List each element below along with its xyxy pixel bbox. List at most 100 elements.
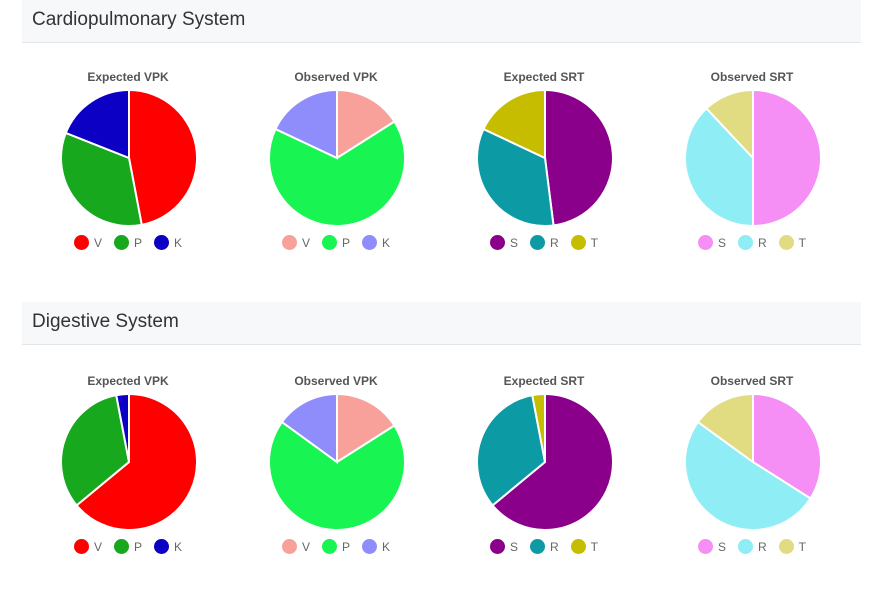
legend-item-r[interactable]: R — [738, 539, 767, 554]
legend-item-k[interactable]: K — [154, 235, 182, 250]
pie-slice-p[interactable] — [268, 120, 406, 227]
chart-observed-vpk: Observed VPK V P K — [232, 70, 440, 270]
pie-slice-r[interactable] — [476, 394, 547, 507]
legend-item-t[interactable]: T — [778, 235, 806, 250]
legend-swatch — [154, 539, 169, 554]
legend-item-s[interactable]: S — [697, 539, 726, 554]
pie-slice-r[interactable] — [684, 107, 754, 228]
legend-label: T — [590, 539, 599, 554]
pie-slice-r[interactable] — [683, 420, 812, 532]
legend-swatch — [489, 539, 505, 554]
legend-item-k[interactable]: K — [154, 539, 182, 554]
pie-slice-v[interactable] — [336, 392, 396, 464]
chart-title: Observed VPK — [294, 374, 378, 388]
legend-label: T — [798, 539, 807, 554]
legend-swatch — [738, 235, 753, 250]
chart-title: Expected VPK — [87, 374, 169, 388]
legend-item-p[interactable]: P — [321, 235, 350, 250]
legend-swatch — [570, 235, 586, 250]
legend-swatch — [697, 235, 713, 250]
section-title: Digestive System — [32, 311, 179, 332]
pie-slice-t[interactable] — [531, 392, 546, 463]
legend-label: T — [590, 235, 599, 250]
chart-observed-srt: Observed SRT S R T — [648, 70, 856, 270]
chart-expected-srt: Expected SRT S R T — [440, 374, 648, 574]
pie-slice-k[interactable] — [280, 392, 338, 464]
legend-swatch — [113, 539, 129, 554]
section-header: Cardiopulmonary System — [22, 0, 861, 43]
pie-slice-s[interactable] — [491, 392, 614, 531]
legend-item-k[interactable]: K — [362, 235, 390, 250]
legend-label: P — [341, 539, 350, 554]
legend-label: K — [174, 539, 183, 554]
legend-swatch — [321, 539, 337, 554]
pie-chart[interactable] — [267, 392, 407, 532]
pie-slice-s[interactable] — [544, 88, 614, 227]
pie-slice-s[interactable] — [752, 88, 822, 228]
legend-swatch — [73, 539, 89, 554]
chart-expected-srt: Expected SRT S R T — [440, 70, 648, 270]
legend-item-r[interactable]: R — [738, 235, 767, 250]
legend-label: V — [301, 539, 310, 554]
chart-title: Observed SRT — [710, 70, 794, 84]
chart-expected-vpk: Expected VPK V P K — [24, 70, 232, 270]
legend-item-s[interactable]: S — [697, 235, 726, 250]
legend-item-p[interactable]: P — [113, 235, 142, 250]
pie-slice-t[interactable] — [705, 88, 754, 161]
pie-slice-v[interactable] — [128, 88, 199, 226]
pie-slice-p[interactable] — [60, 131, 143, 228]
legend-item-t[interactable]: T — [570, 235, 599, 250]
pie-chart[interactable] — [475, 392, 615, 532]
legend-item-p[interactable]: P — [113, 539, 142, 554]
pie-slice-p[interactable] — [60, 394, 131, 507]
pie-slice-k[interactable] — [115, 392, 130, 463]
legend-item-v[interactable]: V — [73, 539, 102, 554]
legend-label: S — [509, 539, 518, 554]
chart-observed-srt: Observed SRT S R T — [648, 374, 856, 574]
pie-slice-t[interactable] — [696, 392, 754, 464]
chart-observed-vpk: Observed VPK V P K — [232, 374, 440, 574]
legend-label: V — [301, 235, 310, 250]
chart-expected-vpk: Expected VPK V P K — [24, 374, 232, 574]
chart-title: Expected SRT — [503, 374, 585, 388]
legend-item-t[interactable]: T — [570, 539, 599, 554]
legend-swatch — [738, 539, 753, 554]
legend-item-k[interactable]: K — [362, 539, 390, 554]
legend-swatch — [570, 539, 586, 554]
legend-item-r[interactable]: R — [530, 539, 559, 554]
legend-item-t[interactable]: T — [778, 539, 807, 554]
pie-chart[interactable] — [59, 392, 199, 532]
legend-label: P — [341, 235, 350, 250]
legend-label: R — [758, 539, 767, 554]
legend-item-s[interactable]: S — [489, 235, 518, 250]
legend-label: K — [382, 235, 391, 250]
legend-label: S — [717, 235, 726, 250]
section-header: Digestive System — [22, 302, 861, 345]
pie-chart[interactable] — [59, 88, 199, 228]
legend-item-p[interactable]: P — [321, 539, 350, 554]
legend-label: R — [550, 235, 559, 250]
pie-chart[interactable] — [683, 88, 823, 228]
legend-item-r[interactable]: R — [530, 235, 559, 250]
pie-chart[interactable] — [683, 392, 823, 532]
legend-label: S — [717, 539, 726, 554]
legend-item-v[interactable]: V — [281, 539, 310, 554]
legend-item-s[interactable]: S — [489, 539, 518, 554]
pie-chart[interactable] — [267, 88, 407, 228]
pie-slice-p[interactable] — [268, 420, 406, 531]
section-title: Cardiopulmonary System — [32, 9, 246, 30]
pie-slice-k[interactable] — [64, 88, 130, 160]
legend-item-v[interactable]: V — [73, 235, 102, 250]
legend-label: P — [133, 235, 142, 250]
legend-label: R — [758, 235, 767, 250]
pie-slice-t[interactable] — [482, 88, 546, 160]
pie-slice-v[interactable] — [75, 392, 198, 531]
pie-slice-k[interactable] — [274, 88, 338, 160]
pie-slice-v[interactable] — [336, 88, 396, 160]
legend-swatch — [778, 539, 794, 554]
pie-chart[interactable] — [475, 88, 615, 228]
legend-item-v[interactable]: V — [281, 235, 310, 250]
legend-swatch — [73, 235, 89, 250]
